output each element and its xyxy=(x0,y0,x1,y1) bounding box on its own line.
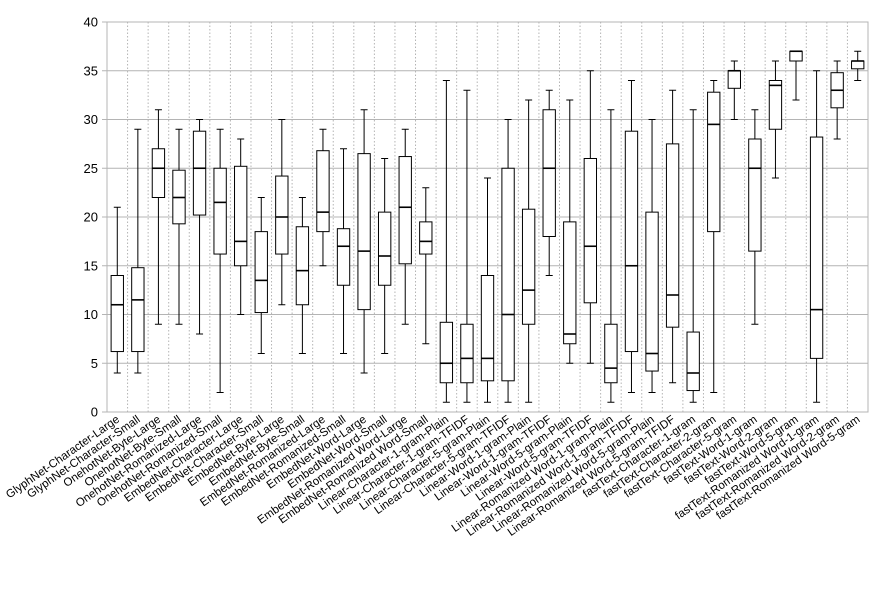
box-4 xyxy=(192,119,207,335)
box-10 xyxy=(316,128,330,267)
box-30 xyxy=(727,60,741,120)
iqr-box xyxy=(275,175,289,255)
box-29 xyxy=(707,80,721,393)
box-5 xyxy=(213,128,227,393)
y-tick-label: 20 xyxy=(84,210,98,225)
box-12 xyxy=(357,109,371,374)
y-tick-label: 5 xyxy=(91,356,98,371)
y-tick-label: 40 xyxy=(84,15,98,30)
iqr-box xyxy=(809,136,824,359)
box-1 xyxy=(131,128,145,374)
box-14 xyxy=(398,128,412,325)
iqr-box xyxy=(439,321,454,384)
box-16 xyxy=(439,80,454,403)
iqr-box xyxy=(583,158,598,304)
iqr-box xyxy=(131,267,145,353)
box-23 xyxy=(583,70,598,364)
iqr-box xyxy=(419,221,433,255)
iqr-box xyxy=(110,275,124,353)
iqr-box xyxy=(707,91,721,233)
iqr-box xyxy=(768,80,783,130)
box-7 xyxy=(254,197,268,354)
iqr-box xyxy=(480,275,495,382)
box-35 xyxy=(830,60,844,140)
box-34 xyxy=(809,70,824,403)
box-8 xyxy=(275,119,289,306)
box-17 xyxy=(460,89,474,403)
box-13 xyxy=(377,158,392,354)
iqr-box xyxy=(686,331,700,392)
box-27 xyxy=(665,89,680,384)
box-31 xyxy=(748,109,762,325)
iqr-box xyxy=(645,211,659,372)
box-2 xyxy=(151,109,166,325)
iqr-box xyxy=(398,156,412,265)
y-tick-label: 15 xyxy=(84,258,98,273)
box-32 xyxy=(768,60,783,179)
box-18 xyxy=(480,177,495,403)
box-9 xyxy=(295,197,310,354)
box-28 xyxy=(686,109,700,403)
iqr-box xyxy=(460,323,474,384)
iqr-box xyxy=(624,130,639,353)
box-3 xyxy=(172,128,186,325)
box-6 xyxy=(234,138,248,315)
iqr-box xyxy=(501,167,515,382)
iqr-box xyxy=(192,130,207,216)
iqr-box xyxy=(295,226,310,306)
box-24 xyxy=(604,109,618,403)
iqr-box xyxy=(851,60,865,70)
y-tick-label: 0 xyxy=(91,405,98,420)
iqr-box xyxy=(316,150,330,233)
box-15 xyxy=(419,187,433,345)
box-22 xyxy=(563,99,577,364)
iqr-box xyxy=(563,221,577,345)
box-19 xyxy=(501,119,515,403)
box-0 xyxy=(110,206,124,374)
iqr-box xyxy=(604,323,618,384)
iqr-box xyxy=(377,211,392,286)
y-tick-label: 10 xyxy=(84,307,98,322)
iqr-box xyxy=(357,153,371,311)
iqr-box xyxy=(151,148,166,198)
iqr-box xyxy=(665,143,680,328)
iqr-box xyxy=(521,208,536,325)
y-tick-label: 30 xyxy=(84,112,98,127)
iqr-box xyxy=(727,70,741,89)
box-26 xyxy=(645,119,659,393)
box-36 xyxy=(851,50,865,81)
iqr-box xyxy=(234,165,248,267)
box-33 xyxy=(789,50,803,101)
iqr-box xyxy=(254,231,268,314)
box-20 xyxy=(521,99,536,403)
y-tick-label: 35 xyxy=(84,63,98,78)
iqr-box xyxy=(542,109,556,237)
iqr-box xyxy=(213,167,227,255)
y-tick-label: 25 xyxy=(84,161,98,176)
box-21 xyxy=(542,89,556,276)
iqr-box xyxy=(789,50,803,62)
box-11 xyxy=(336,148,351,354)
box-layer xyxy=(110,50,865,403)
box-25 xyxy=(624,80,639,393)
iqr-box xyxy=(336,228,351,286)
iqr-box xyxy=(748,138,762,252)
